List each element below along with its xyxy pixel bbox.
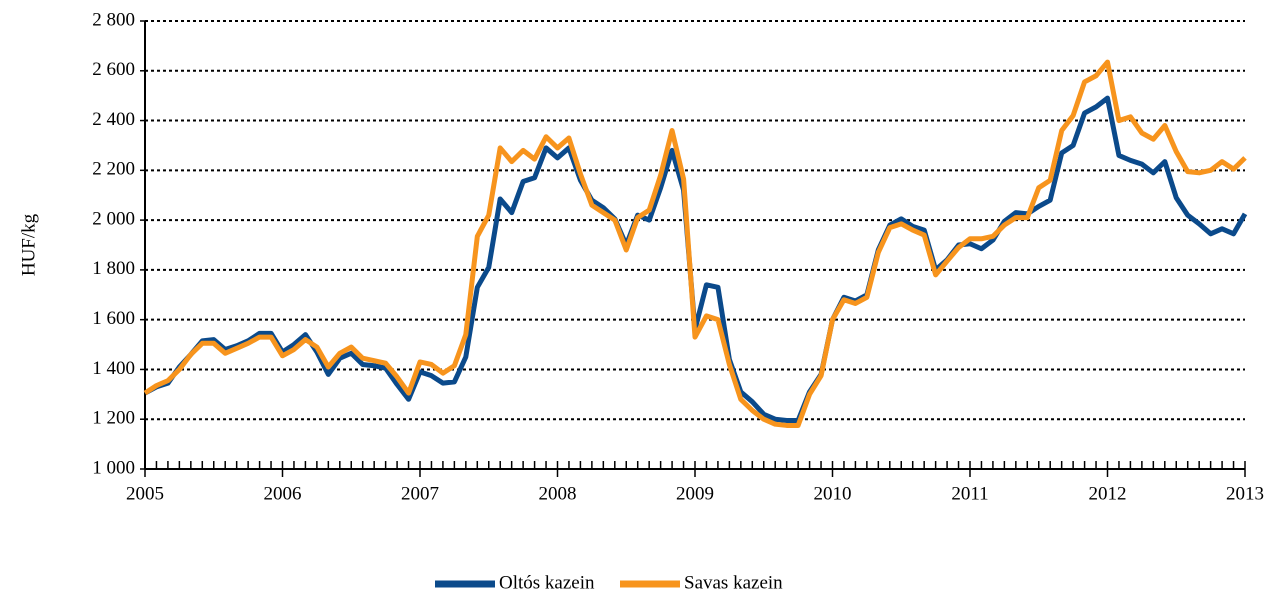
x-tick-label: 2008 xyxy=(539,483,577,504)
y-tick-label: 2 200 xyxy=(92,159,135,180)
x-tick-label: 2013 xyxy=(1226,483,1264,504)
y-tick-label: 2 800 xyxy=(92,9,135,30)
legend-label: Savas kazein xyxy=(684,572,783,593)
x-tick-label: 2011 xyxy=(951,483,988,504)
x-tick-label: 2009 xyxy=(676,483,714,504)
y-tick-label: 2 000 xyxy=(92,208,135,229)
x-tick-label: 2005 xyxy=(126,483,164,504)
y-tick-label: 1 000 xyxy=(92,457,135,478)
y-tick-label: 1 600 xyxy=(92,308,135,329)
y-tick-label: 2 600 xyxy=(92,59,135,80)
series-line xyxy=(143,95,1248,423)
legend-label: Oltós kazein xyxy=(499,572,595,593)
x-tick-label: 2012 xyxy=(1089,483,1127,504)
x-tick-label: 2010 xyxy=(814,483,852,504)
y-tick-label: 2 400 xyxy=(92,109,135,130)
y-tick-label: 1 400 xyxy=(92,358,135,379)
series-line xyxy=(143,59,1247,428)
x-tick-label: 2006 xyxy=(264,483,302,504)
y-axis-label: HUF/kg xyxy=(18,213,39,276)
x-tick-label: 2007 xyxy=(401,483,439,504)
y-tick-label: 1 800 xyxy=(92,258,135,279)
y-tick-label: 1 200 xyxy=(92,408,135,429)
